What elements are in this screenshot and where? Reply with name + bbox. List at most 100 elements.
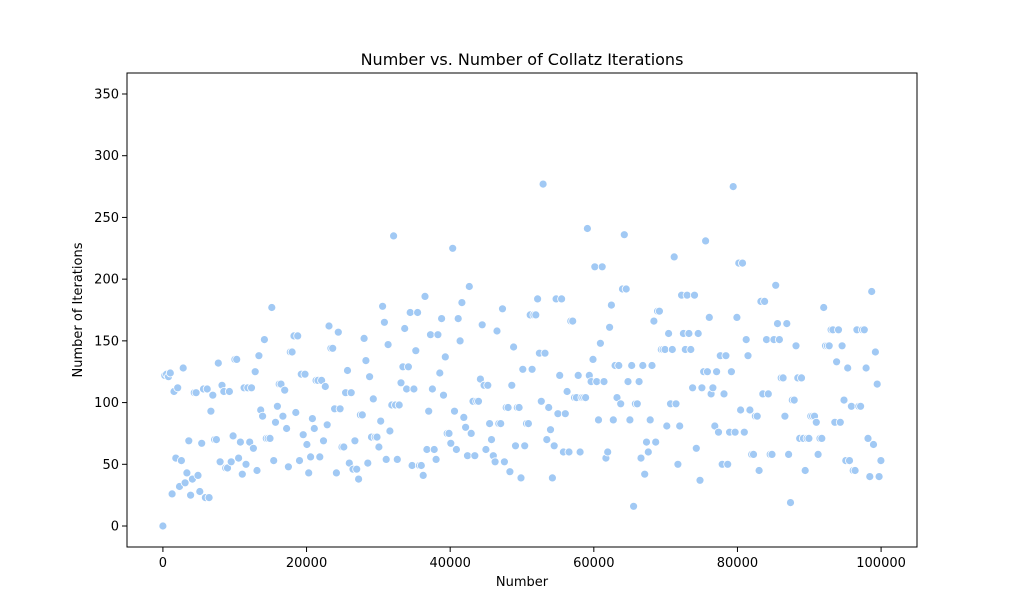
data-point: [789, 395, 799, 405]
data-point: [282, 424, 292, 433]
data-point: [655, 306, 664, 316]
data-point: [298, 430, 308, 440]
data-point: [422, 445, 432, 454]
data-point: [548, 473, 557, 483]
data-point: [418, 470, 428, 480]
data-point: [693, 329, 703, 338]
data-point: [359, 333, 369, 343]
data-point: [435, 368, 445, 378]
data-point: [265, 433, 275, 443]
data-point: [165, 368, 175, 378]
data-point: [241, 459, 251, 469]
data-point: [697, 383, 707, 393]
data-point: [616, 399, 626, 409]
data-point: [712, 367, 721, 377]
data-point: [608, 415, 618, 425]
data-point: [416, 461, 426, 470]
data-point: [234, 453, 244, 463]
data-point: [411, 346, 421, 356]
chart-title: Number vs. Number of Collatz Iterations: [361, 50, 684, 69]
x-tick-label: 40000: [430, 556, 471, 571]
data-point: [865, 472, 875, 482]
data-point: [191, 388, 201, 398]
data-point: [686, 345, 696, 354]
data-point: [463, 451, 472, 461]
data-point: [186, 490, 196, 500]
data-point: [669, 252, 679, 262]
data-point: [383, 340, 393, 350]
x-tick-label: 0: [159, 556, 167, 571]
data-point: [427, 384, 437, 394]
data-point: [461, 422, 471, 432]
data-point: [721, 351, 731, 361]
data-point: [843, 363, 853, 373]
data-point: [302, 440, 312, 449]
data-point: [287, 347, 297, 357]
data-point: [638, 361, 648, 370]
data-point: [673, 459, 683, 469]
data-point: [786, 498, 795, 508]
data-point: [451, 445, 461, 454]
data-point: [871, 347, 880, 357]
data-point: [315, 452, 325, 462]
data-point: [309, 424, 319, 433]
data-point: [819, 303, 829, 312]
data-point: [824, 341, 834, 351]
data-point: [874, 472, 884, 482]
data-point: [455, 336, 465, 346]
data-point: [784, 449, 793, 459]
data-point: [259, 335, 269, 345]
data-point: [590, 262, 600, 272]
data-point: [861, 363, 871, 373]
data-point: [339, 442, 349, 452]
data-point: [343, 366, 352, 375]
data-point: [267, 303, 277, 312]
data-point: [385, 426, 395, 436]
data-point: [483, 380, 493, 390]
data-point: [167, 489, 177, 499]
data-point: [649, 316, 659, 326]
data-point: [457, 298, 467, 308]
data-point: [433, 330, 443, 340]
data-point: [664, 329, 673, 338]
data-point: [778, 373, 788, 383]
data-point: [280, 385, 290, 395]
data-point: [202, 384, 212, 394]
data-point: [704, 312, 714, 322]
data-point: [503, 403, 513, 412]
y-tick-label: 150: [94, 334, 119, 349]
y-tick-label: 250: [94, 211, 119, 226]
data-point: [431, 454, 441, 464]
data-point: [592, 377, 602, 387]
data-point: [773, 319, 782, 329]
data-point: [544, 403, 554, 412]
y-tick-label: 50: [102, 458, 119, 473]
data-point: [632, 399, 642, 409]
data-point: [405, 308, 415, 317]
data-point: [531, 310, 541, 320]
data-point: [538, 179, 548, 189]
data-point: [283, 462, 293, 472]
data-point: [647, 361, 657, 370]
data-point: [533, 294, 542, 304]
data-point: [320, 382, 330, 391]
data-points: [158, 179, 886, 531]
data-point: [516, 473, 526, 483]
data-point: [690, 290, 699, 300]
plot-frame: [126, 72, 918, 548]
data-point: [660, 345, 670, 354]
x-tick-label: 80000: [717, 556, 758, 571]
data-point: [333, 327, 343, 337]
data-point: [300, 369, 310, 379]
data-point: [728, 182, 738, 192]
data-point: [832, 357, 841, 367]
data-point: [780, 411, 790, 421]
data-point: [400, 324, 410, 333]
data-point: [272, 401, 282, 411]
data-point: [211, 435, 221, 445]
y-tick-label: 300: [94, 149, 119, 164]
data-point: [837, 341, 847, 351]
data-point: [466, 428, 476, 438]
y-axis-ticks: 0 50 100 150 200 250 300 350: [94, 87, 127, 535]
data-point: [614, 361, 624, 370]
